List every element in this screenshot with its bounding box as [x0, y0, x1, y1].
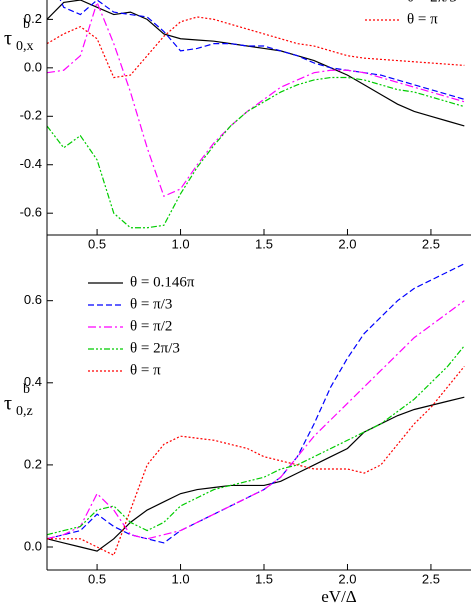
legend-label: θ = 2π/3: [130, 340, 180, 356]
x-tick-label: 2.5: [422, 571, 440, 586]
legend-label: θ = 0.146π: [130, 274, 195, 290]
y-tick-label: 0.0: [24, 59, 42, 74]
legend-label: θ = 2π/3: [407, 0, 457, 5]
plot-area: [47, 0, 465, 229]
y-tick-label: -0.2: [20, 108, 42, 123]
y-tick-label: -0.4: [20, 156, 42, 171]
legend-label: θ = π: [130, 362, 161, 378]
y-label-sup: b: [23, 17, 30, 32]
series-line: [47, 0, 465, 127]
y-tick-label: 0.4: [24, 374, 42, 389]
y-tick-label: 0.0: [24, 538, 42, 553]
x-tick-label: 0.5: [88, 571, 106, 586]
legend-label: θ = π: [407, 11, 438, 27]
y-tick-label: -0.6: [20, 205, 42, 220]
series-line: [47, 300, 465, 540]
y-label: τ: [4, 393, 12, 415]
plot-area: [47, 263, 465, 557]
x-tick-label: 1.5: [255, 236, 273, 251]
series-line: [47, 345, 465, 536]
y-label-sup: b: [23, 382, 30, 397]
y-tick-label: 0.2: [24, 456, 42, 471]
y-tick-label: 0.6: [24, 292, 42, 307]
x-tick-label: 1.5: [255, 571, 273, 586]
series-line: [47, 365, 465, 557]
y-tick-label: 0.2: [24, 11, 42, 26]
legend-label: θ = π/3: [130, 296, 172, 312]
x-tick-label: 2.5: [422, 236, 440, 251]
series-line: [47, 396, 465, 552]
series-line: [47, 263, 465, 544]
x-tick-label: 1.0: [172, 236, 190, 251]
series-line: [59, 0, 465, 100]
series-line: [47, 0, 465, 198]
series-line: [47, 76, 465, 229]
y-label-sub: 0,z: [16, 404, 33, 419]
y-label-sub: 0,x: [16, 39, 34, 54]
x-label: eV/Δ: [321, 587, 357, 606]
x-tick-label: 1.0: [172, 571, 190, 586]
y-label: τ: [4, 28, 12, 50]
x-tick-label: 0.5: [88, 236, 106, 251]
legend-label: θ = π/2: [130, 318, 172, 334]
x-tick-label: 2.0: [338, 571, 356, 586]
series-line: [47, 16, 465, 79]
x-tick-label: 2.0: [338, 236, 356, 251]
